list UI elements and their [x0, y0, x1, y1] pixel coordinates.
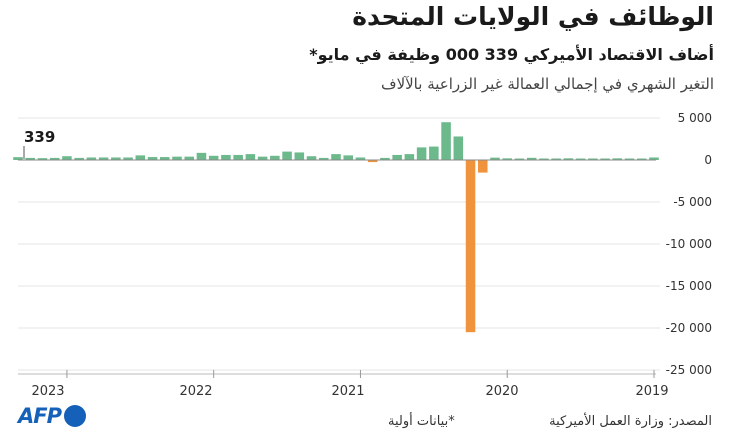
bar: [111, 157, 121, 160]
bar: [416, 147, 427, 160]
bar: [86, 157, 97, 160]
chart-title: الوظائف في الولايات المتحدة: [352, 2, 714, 31]
bar: [380, 157, 390, 160]
bar: [98, 157, 109, 160]
bar: [184, 156, 194, 160]
bar: [37, 158, 48, 160]
x-tick-label: 2020: [485, 384, 518, 399]
bar: [575, 158, 586, 160]
bar: [514, 158, 525, 160]
bar: [160, 157, 170, 160]
bar: [257, 156, 268, 160]
afp-logo-text: AFP: [18, 404, 62, 428]
y-tick-label: -25 000: [666, 363, 712, 377]
bar: [306, 156, 317, 160]
y-tick-label: -20 000: [666, 321, 712, 335]
bar: [502, 158, 512, 160]
bar: [294, 152, 305, 160]
bar: [221, 154, 231, 160]
y-tick-label: 5 000: [678, 111, 712, 125]
bar: [270, 155, 280, 160]
bar: [367, 160, 378, 163]
bar: [196, 152, 207, 160]
bar: [343, 155, 353, 160]
bar: [392, 154, 402, 160]
bar: [465, 160, 476, 333]
bar: [331, 154, 341, 160]
bar: [404, 154, 415, 160]
bar: [453, 136, 464, 160]
x-tick-label: 2022: [179, 384, 212, 399]
bar: [600, 158, 610, 160]
bar: [649, 157, 659, 160]
y-tick-label: 0: [704, 153, 712, 167]
y-tick-label: -15 000: [666, 279, 712, 293]
bar: [135, 155, 146, 160]
latest-value-label: 339: [24, 128, 55, 146]
chart-subtitle: أضاف الاقتصاد الأميركي 339 000 وظيفة في …: [309, 45, 714, 64]
y-tick-label: -5 000: [673, 195, 712, 209]
bar: [245, 154, 256, 160]
x-tick-label: 2019: [635, 384, 668, 399]
y-tick-label: -10 000: [666, 237, 712, 251]
bar: [526, 157, 537, 160]
bar: [429, 146, 439, 160]
bar: [624, 158, 635, 160]
x-tick-label: 2023: [31, 384, 64, 399]
bar: [637, 158, 647, 160]
bar: [49, 157, 60, 160]
bar: [74, 157, 84, 160]
bar: [612, 158, 623, 160]
preliminary-note: *بيانات أولية: [388, 414, 455, 429]
bar: [441, 122, 451, 160]
afp-logo: AFP: [18, 404, 86, 428]
bar: [355, 157, 366, 160]
bar: [551, 158, 561, 160]
bar: [539, 158, 549, 160]
chart-description: التغير الشهري في إجمالي العمالة غير الزر…: [381, 75, 714, 93]
bar-chart: 5 000 0 -5 000 -10 000 -15 000 -20 000 -25 000…: [13, 111, 712, 399]
bar: [563, 158, 574, 160]
bar: [233, 154, 243, 160]
x-tick-label: 2021: [331, 384, 364, 399]
bar: [147, 157, 158, 160]
bar: [319, 157, 329, 160]
source-note: المصدر: وزارة العمل الأميركية: [549, 414, 712, 429]
bar: [282, 151, 292, 160]
bar: [172, 156, 182, 160]
bar: [13, 157, 23, 160]
bar: [490, 157, 500, 160]
afp-logo-dot: [64, 405, 86, 427]
bar: [62, 156, 72, 160]
bar: [123, 157, 133, 160]
bar: [25, 157, 35, 160]
bar: [208, 155, 219, 160]
bar: [478, 160, 488, 173]
bar: [588, 158, 598, 160]
